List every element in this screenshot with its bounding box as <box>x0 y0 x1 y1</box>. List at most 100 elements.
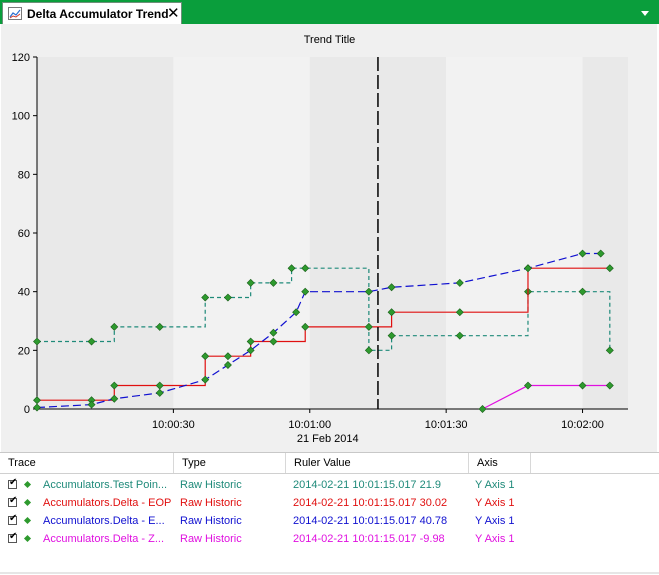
trace-type: Raw Historic <box>180 515 242 527</box>
plot-band <box>173 57 310 409</box>
table-row[interactable]: ✔ Accumulators.Test Poin... Raw Historic 20… <box>0 476 659 494</box>
marker-diamond-icon <box>23 534 32 543</box>
data-point <box>596 249 605 258</box>
trace-axis: Y Axis 1 <box>475 533 515 545</box>
data-point <box>223 361 232 369</box>
marker-diamond-icon <box>23 480 32 489</box>
data-point <box>524 264 532 273</box>
y-tick-label: 120 <box>12 52 30 64</box>
close-icon[interactable]: ✕ <box>167 5 180 22</box>
data-point <box>605 346 614 355</box>
y-tick-label: 100 <box>12 111 30 123</box>
data-point <box>110 322 119 331</box>
x-tick-label: 10:01:30 <box>425 419 468 431</box>
ruler-value: 2014-02-21 10:01:15.017 21.9 <box>293 479 442 491</box>
data-point <box>578 381 587 390</box>
data-point <box>524 381 532 390</box>
series-line-2[interactable] <box>37 267 610 401</box>
trace-visible-checkbox[interactable]: ✔ <box>8 477 17 489</box>
data-point <box>110 381 119 390</box>
checkmark-icon: ✔ <box>9 513 18 524</box>
data-point <box>246 278 255 287</box>
ruler-value: 2014-02-21 10:01:15.017 30.02 <box>293 497 448 509</box>
data-point <box>201 375 210 384</box>
trace-visible-checkbox[interactable]: ✔ <box>8 495 18 507</box>
trace-visible-checkbox[interactable]: ✔ <box>8 513 18 525</box>
series-line-1[interactable] <box>37 267 611 351</box>
plot-band <box>37 57 174 409</box>
data-point <box>246 346 255 355</box>
data-point <box>155 322 164 331</box>
table-row[interactable]: ✔ Accumulators.Delta - Z... Raw Historic 20… <box>0 530 659 548</box>
y-tick-label: 80 <box>18 169 30 181</box>
plot-band <box>582 57 628 409</box>
date-label: 21 Feb 2014 <box>297 433 359 445</box>
data-point <box>155 388 164 397</box>
data-point <box>387 308 396 317</box>
trend-chart[interactable]: 0 20 40 60 80 100 120 10:00:30 10:01:00 10:01:30 1… <box>0 0 659 452</box>
series-line-4[interactable] <box>482 384 610 410</box>
data-point <box>578 249 587 258</box>
trace-visible-checkbox[interactable]: ✔ <box>8 531 18 543</box>
y-tick-label: 20 <box>18 345 30 357</box>
data-point <box>292 308 301 317</box>
data-point <box>364 287 373 296</box>
table-row[interactable]: ✔ Accumulators.Delta - EOP Raw Historic 201… <box>0 494 659 512</box>
data-point <box>455 278 464 287</box>
data-point <box>246 337 255 346</box>
chart-title: Trend Title <box>303 34 356 46</box>
data-point <box>201 352 210 361</box>
x-tick-label: 10:02:00 <box>561 419 604 431</box>
marker-diamond-icon <box>23 498 32 507</box>
chevron-down-icon[interactable] <box>638 7 652 19</box>
data-point <box>223 293 232 302</box>
column-header-type[interactable]: Type <box>174 453 286 473</box>
data-point <box>605 381 614 390</box>
y-tick-label: 60 <box>18 228 30 240</box>
data-point <box>605 264 614 273</box>
ruler-value: 2014-02-21 10:01:15.017 40.78 <box>293 515 448 527</box>
trace-axis: Y Axis 1 <box>475 479 515 491</box>
x-tick-label: 10:00:30 <box>152 419 195 431</box>
data-point <box>269 278 278 287</box>
data-point <box>364 346 373 355</box>
trend-chart-icon <box>8 7 22 20</box>
y-tick-label: 0 <box>24 404 30 416</box>
data-point <box>33 337 41 346</box>
data-point <box>33 396 41 405</box>
trace-axis: Y Axis 1 <box>475 497 515 509</box>
data-point <box>287 264 296 273</box>
series-line-3[interactable] <box>36 252 601 409</box>
data-point <box>269 328 278 337</box>
marker-diamond-icon <box>23 516 32 525</box>
data-point <box>387 331 396 340</box>
column-header-axis[interactable]: Axis <box>469 453 531 473</box>
trace-name: Accumulators.Delta - Z... <box>43 533 165 545</box>
column-header-ruler-value[interactable]: Ruler Value <box>286 453 469 473</box>
bottom-border <box>0 572 659 574</box>
data-point <box>301 264 310 273</box>
checkmark-icon: ✔ <box>9 531 18 542</box>
data-point <box>87 400 96 409</box>
tab-delta-accumulator-trend[interactable]: Delta Accumulator Trend ✕ <box>2 2 182 24</box>
header-divider <box>0 473 659 474</box>
data-point <box>269 337 278 346</box>
data-point <box>223 352 232 361</box>
data-point <box>455 331 464 340</box>
trace-type: Raw Historic <box>180 479 242 491</box>
data-point <box>33 403 41 412</box>
trace-table: Trace Type Ruler Value Axis ✔ Accumulator… <box>0 452 659 575</box>
trace-type: Raw Historic <box>180 497 242 509</box>
data-point <box>155 381 164 390</box>
trace-name: Accumulators.Delta - E... <box>43 515 165 527</box>
data-point <box>110 394 119 403</box>
table-row[interactable]: ✔ Accumulators.Delta - E... Raw Historic 20… <box>0 512 659 530</box>
tab-title: Delta Accumulator Trend <box>27 7 169 21</box>
data-point <box>478 405 487 413</box>
checkmark-icon: ✔ <box>9 495 18 506</box>
data-point <box>455 308 464 317</box>
trace-type: Raw Historic <box>180 533 242 545</box>
trace-axis: Y Axis 1 <box>475 515 515 527</box>
plot-band <box>446 57 583 409</box>
column-header-trace[interactable]: Trace <box>0 453 174 473</box>
